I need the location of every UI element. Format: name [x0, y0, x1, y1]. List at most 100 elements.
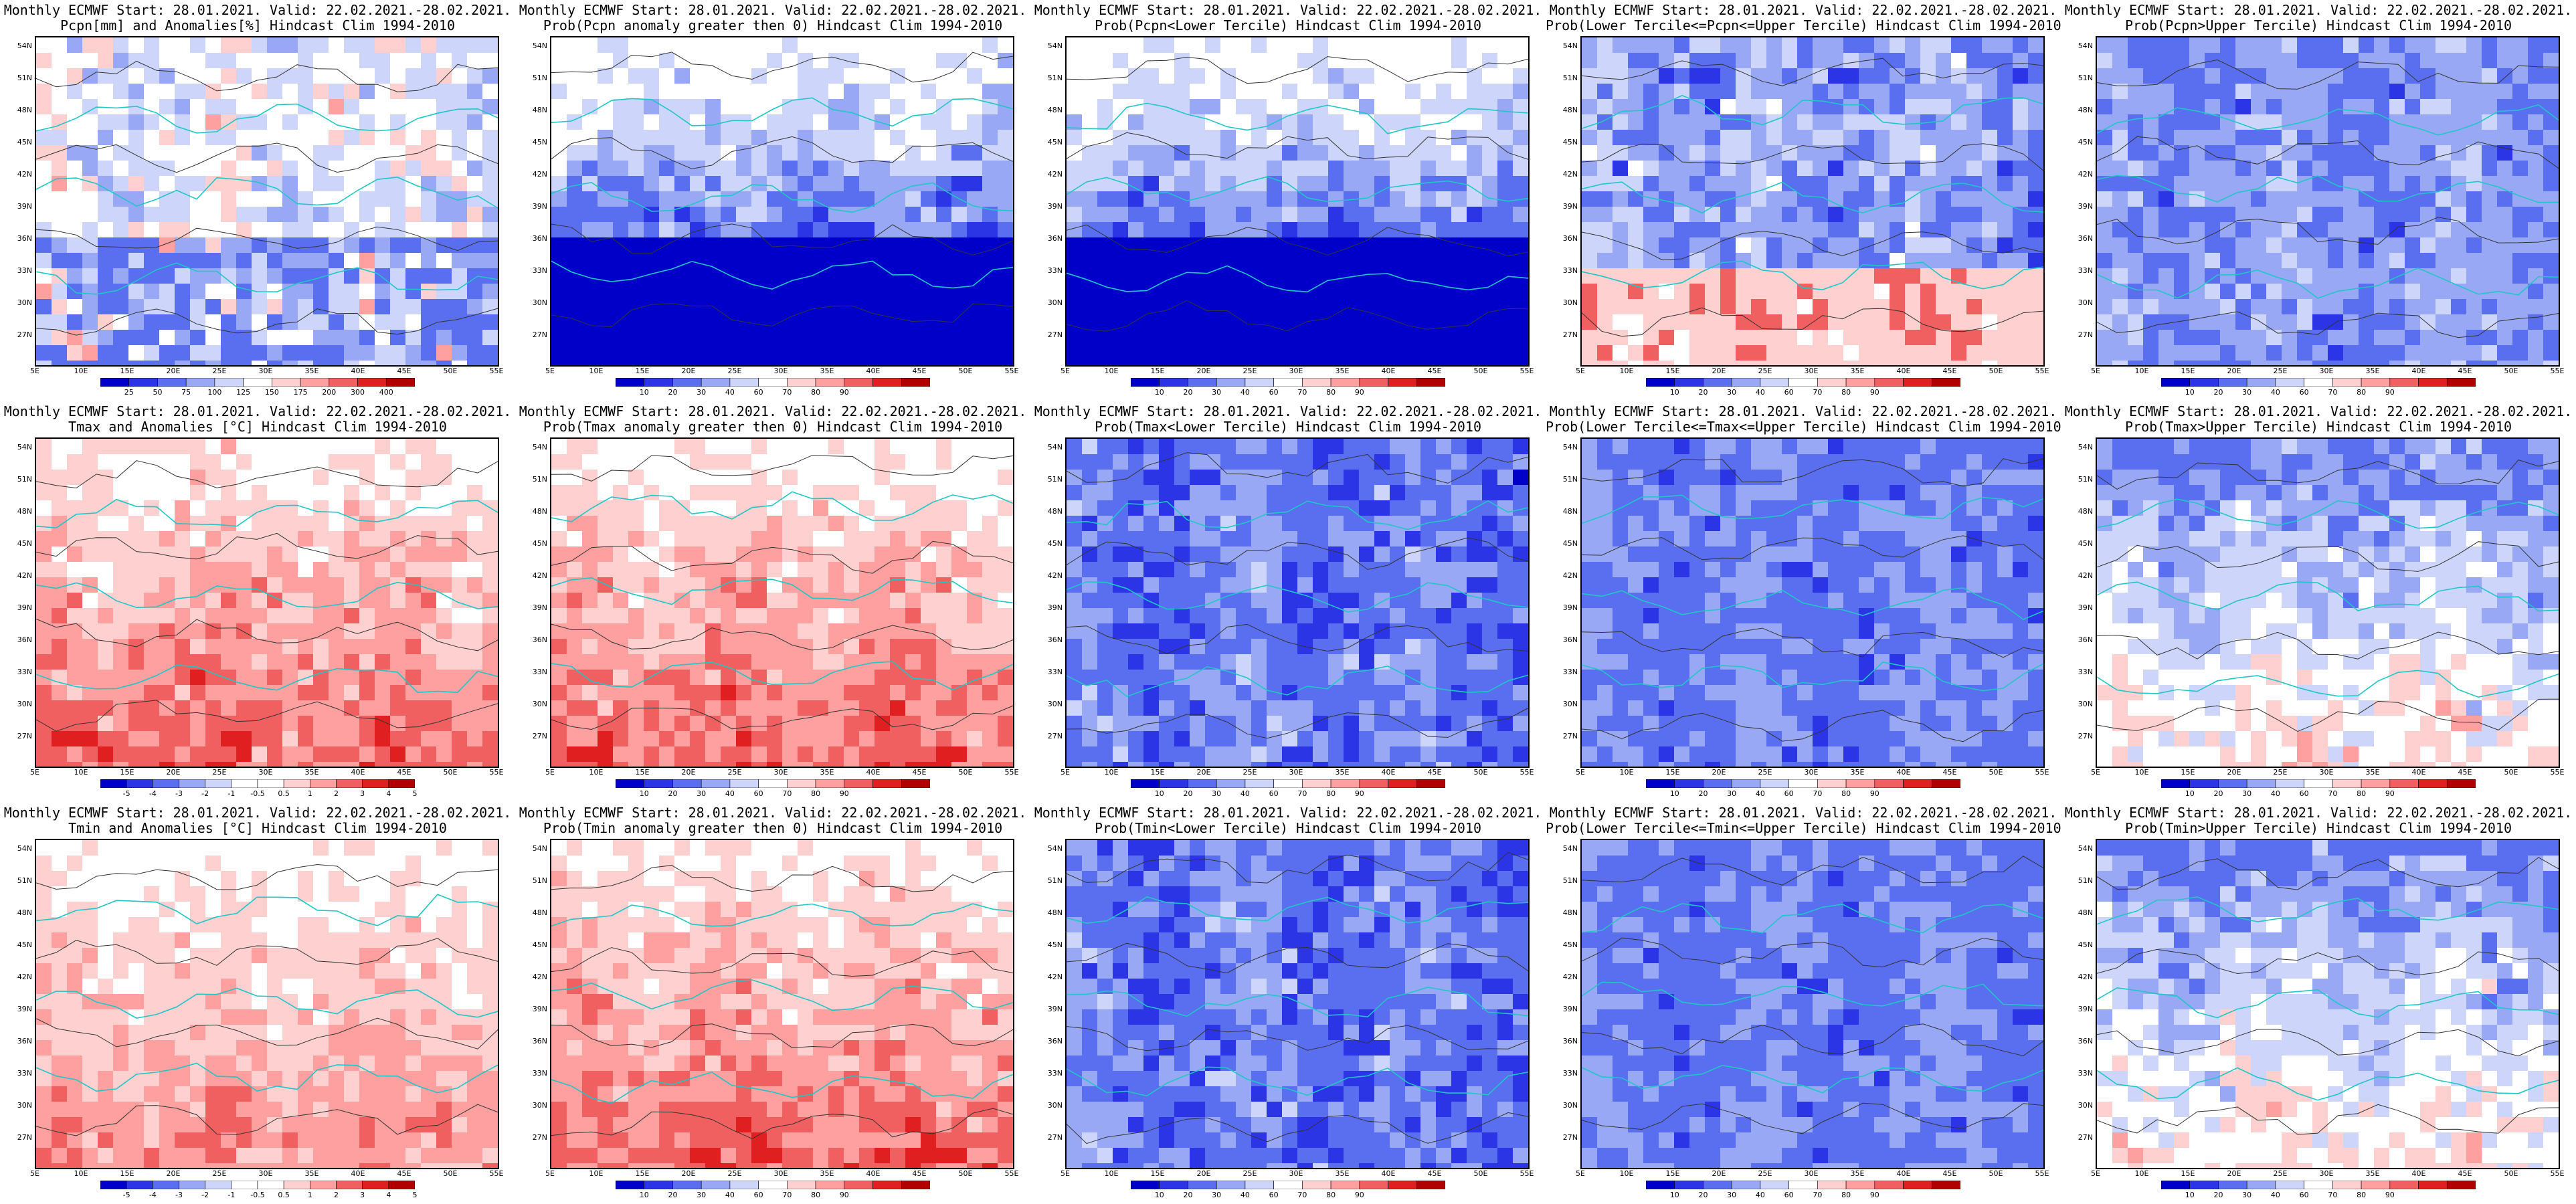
longitude-label: 45E — [391, 1169, 418, 1178]
longitude-label: 25E — [721, 768, 748, 777]
latitude-label: 39N — [12, 202, 32, 211]
colorbar-label: 20 — [1176, 388, 1200, 397]
colorbar-swatch — [616, 1181, 644, 1189]
longitude-label: 20E — [1706, 367, 1732, 375]
colorbar-label: -0.5 — [246, 789, 270, 798]
longitude-label: 50E — [1467, 1169, 1494, 1178]
latitude-label: 33N — [12, 668, 32, 676]
colorbar-swatch — [258, 1181, 284, 1189]
colorbar-swatch — [1160, 1181, 1188, 1189]
colorbar-swatch — [1331, 378, 1360, 387]
latitude-label: 36N — [1042, 1037, 1063, 1045]
longitude-label: 40E — [2405, 768, 2432, 777]
longitude-label: 35E — [1844, 367, 1871, 375]
colorbar-swatch — [2276, 378, 2304, 387]
colorbar-label: 10 — [632, 789, 656, 798]
map-plot-area — [550, 839, 1014, 1169]
latitude-label: 51N — [2073, 74, 2093, 82]
colorbar-swatch — [1904, 378, 1932, 387]
colorbar-swatch — [2447, 779, 2476, 788]
latitude-label: 27N — [1558, 732, 1578, 740]
colorbar-swatch — [1675, 779, 1704, 788]
colorbar-swatch — [126, 779, 153, 788]
colorbar-swatch — [1846, 1181, 1875, 1189]
colorbar-swatch — [2419, 779, 2448, 788]
longitude-label: 40E — [2405, 1169, 2432, 1178]
colorbar-label: 10 — [1147, 388, 1172, 397]
colorbar-swatch — [1846, 779, 1875, 788]
panel-title-line1: Monthly ECMWF Start: 28.01.2021. Valid: … — [1030, 3, 1546, 18]
shaded-field — [1582, 840, 2043, 1168]
panel-title-line1: Monthly ECMWF Start: 28.01.2021. Valid: … — [515, 404, 1030, 419]
map-field — [2097, 840, 2559, 1168]
colorbar-label: 90 — [1863, 1191, 1887, 1199]
longitude-label: 10E — [1098, 768, 1125, 777]
colorbar-swatch — [730, 779, 759, 788]
latitude-label: 45N — [1042, 138, 1063, 146]
colorbar-swatch — [1875, 779, 1904, 788]
colorbar-label: 60 — [1777, 1191, 1801, 1199]
map-field — [2097, 439, 2559, 767]
colorbar-label: 20 — [2206, 388, 2230, 397]
colorbar-label: 0.5 — [272, 1191, 296, 1199]
colorbar-label: 40 — [1233, 1191, 1257, 1199]
colorbar-swatch — [389, 1181, 415, 1189]
longitude-label: 5E — [21, 367, 48, 375]
colorbar-swatch — [363, 779, 389, 788]
shaded-field — [2097, 840, 2559, 1168]
longitude-label: 45E — [391, 367, 418, 375]
colorbar-label: 20 — [1176, 1191, 1200, 1199]
colorbar-label: 90 — [832, 789, 856, 798]
colorbar-label: 300 — [346, 388, 370, 397]
longitude-label: 45E — [1936, 367, 1963, 375]
colorbar-swatch — [901, 779, 930, 788]
colorbar-swatch — [1789, 1181, 1818, 1189]
longitude-label: 30E — [1283, 768, 1309, 777]
latitude-label: 30N — [12, 700, 32, 708]
latitude-label: 54N — [527, 844, 547, 853]
map-panel-tmin-prob-gt0: Monthly ECMWF Start: 28.01.2021. Valid: … — [515, 803, 1030, 1204]
latitude-label: 42N — [1042, 571, 1063, 580]
colorbar-swatch — [1274, 779, 1303, 788]
colorbar-label: 70 — [1805, 789, 1829, 798]
colorbar-swatch — [2447, 1181, 2476, 1189]
longitude-label: 55E — [1513, 1169, 1540, 1178]
colorbar-label: 60 — [747, 1191, 771, 1199]
latitude-label: 27N — [2073, 732, 2093, 740]
colorbar-label: 40 — [718, 1191, 742, 1199]
longitude-label: 5E — [21, 768, 48, 777]
colorbar-swatch — [1188, 779, 1216, 788]
latitude-label: 45N — [1042, 539, 1063, 548]
latitude-label: 27N — [12, 330, 32, 339]
latitude-label: 30N — [2073, 1101, 2093, 1110]
colorbar-swatch — [1932, 779, 1960, 788]
colorbar-label: 4 — [377, 1191, 401, 1199]
colorbar-swatch — [2304, 378, 2333, 387]
colorbar-swatch — [2304, 779, 2333, 788]
colorbar-label: 70 — [775, 388, 799, 397]
colorbar-swatch — [2218, 378, 2247, 387]
longitude-label: 15E — [1144, 1169, 1171, 1178]
latitude-label: 51N — [12, 475, 32, 484]
map-field — [1582, 840, 2043, 1168]
latitude-label: 45N — [1558, 138, 1578, 146]
longitude-label: 15E — [1659, 367, 1686, 375]
longitude-label: 55E — [483, 768, 510, 777]
colorbar-label: 10 — [2178, 388, 2202, 397]
colorbar-swatch — [787, 1181, 816, 1189]
longitude-label: 20E — [1190, 768, 1217, 777]
colorbar-swatch — [1703, 378, 1732, 387]
map-field — [551, 37, 1013, 365]
colorbar-label: 25 — [117, 388, 141, 397]
latitude-label: 33N — [1558, 668, 1578, 676]
colorbar-swatch — [2190, 378, 2219, 387]
longitude-label: 50E — [1983, 367, 2009, 375]
colorbar-swatch — [873, 779, 902, 788]
panel-title-line2: Pcpn[mm] and Anomalies[%] Hindcast Clim … — [0, 18, 515, 33]
colorbar-swatch — [2304, 1181, 2333, 1189]
colorbar-swatch — [1760, 779, 1789, 788]
panel-title-line1: Monthly ECMWF Start: 28.01.2021. Valid: … — [2061, 3, 2576, 18]
map-plot-area — [550, 36, 1014, 367]
longitude-label: 50E — [437, 1169, 464, 1178]
colorbar-label: 70 — [1805, 1191, 1829, 1199]
